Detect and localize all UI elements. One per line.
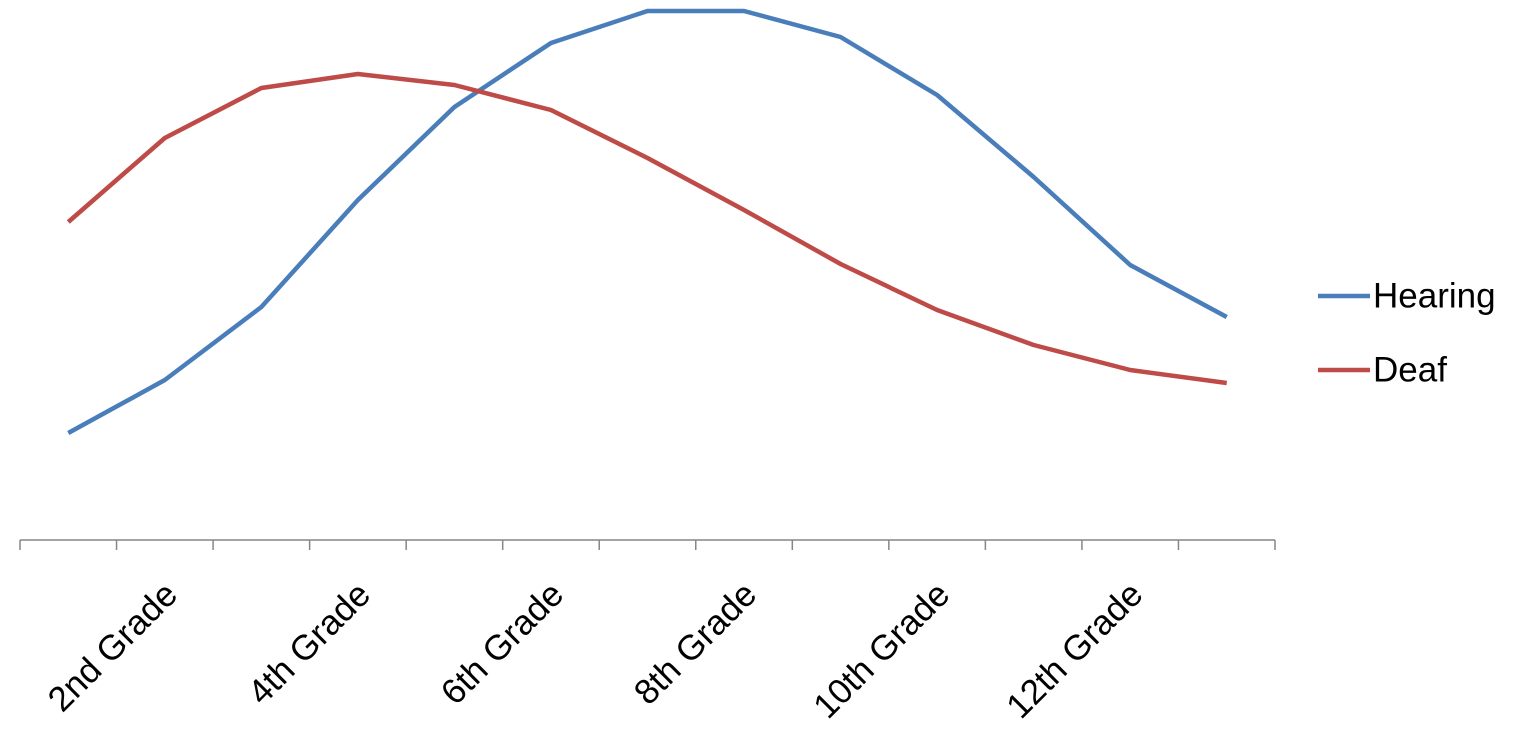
line-series: [67, 8, 1228, 435]
x-tick-label: 2nd Grade: [40, 575, 185, 720]
x-tick-label: 12th Grade: [999, 575, 1150, 726]
legend-label: Hearing: [1373, 276, 1496, 315]
x-tick-label: 8th Grade: [627, 575, 765, 713]
line-series: [66, 71, 1228, 386]
x-tick-label: 4th Grade: [240, 575, 378, 713]
legend-label: Deaf: [1373, 350, 1447, 389]
x-tick-label: 6th Grade: [434, 575, 572, 713]
x-tick-label: 10th Grade: [806, 575, 957, 726]
